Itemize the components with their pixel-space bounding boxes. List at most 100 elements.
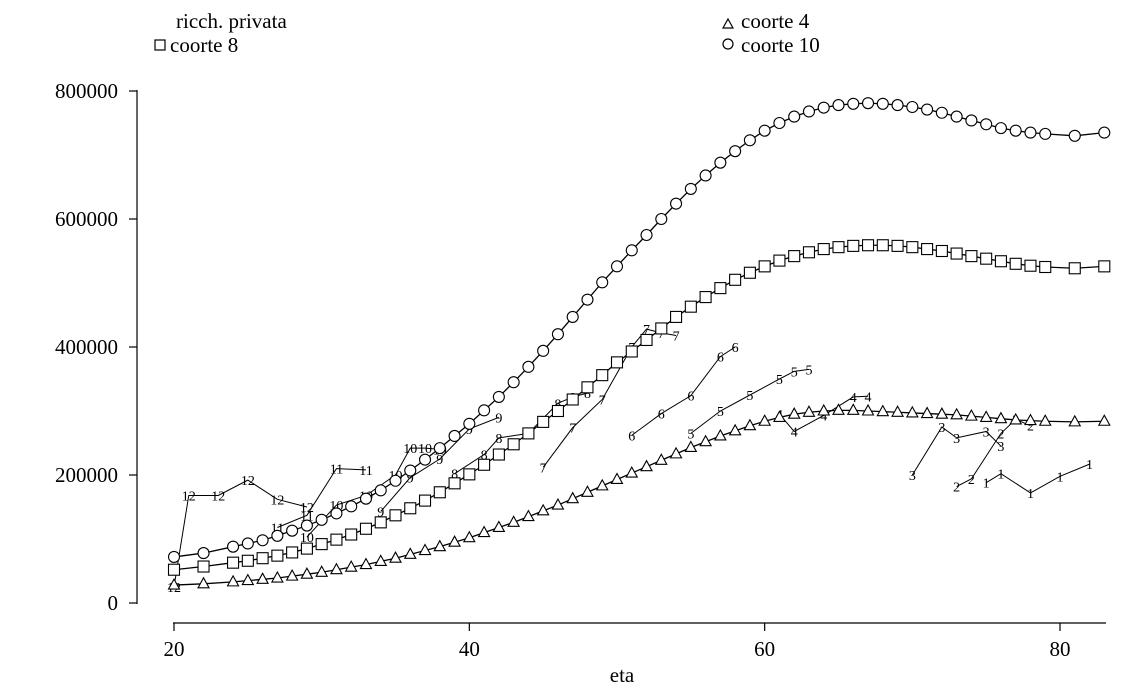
circle-point [699,169,712,182]
square-point [684,300,697,313]
square-point [773,254,786,267]
circle-point [522,360,535,373]
observed-point-label: 12 [182,489,196,504]
circle-point [507,376,520,389]
triangle-point [389,551,402,563]
series-coorte-4 [167,403,1111,590]
circle-point [359,492,373,505]
x-tick-label: 60 [754,637,775,661]
observed-path-line [277,468,366,528]
y-axis-ticks: 0 200000 400000 600000 800000 [55,79,137,615]
circle-point [876,97,889,110]
circle-point [345,500,358,513]
circle-point [950,110,963,123]
triangle-point [1068,414,1082,427]
triangle-point [964,408,978,421]
observed-point-label: 3 [953,432,960,447]
circle-point [448,429,461,443]
triangle-point [787,407,801,419]
square-point [345,528,358,541]
triangle-point [876,404,890,417]
observed-point-label: 5 [687,427,694,442]
circle-point [847,97,860,110]
square-point [670,310,683,323]
triangle-point [905,405,919,418]
triangle-point [197,576,210,589]
observed-point-label: 6 [628,429,635,444]
y-tick-label: 0 [108,591,119,615]
square-point [197,560,210,573]
triangle-point [802,405,816,417]
circle-point [227,540,240,553]
observed-path-line [542,328,677,468]
square-point [788,250,801,263]
x-tick-label: 80 [1050,637,1071,661]
square-point [817,243,830,256]
observed-path-line [631,346,736,436]
triangle-point [418,543,432,556]
square-point [625,345,638,358]
square-point [847,239,860,252]
triangle-point [684,440,698,453]
observed-point-label: 9 [377,505,384,520]
circle-point [788,110,801,123]
observed-point-label: 9 [495,411,502,426]
square-point [891,239,904,252]
circle-point [906,100,919,114]
x-axis-title: eta [610,663,635,687]
circle-point [300,519,313,532]
observed-point-label: 9 [407,472,414,487]
triangle-point [374,554,388,566]
circle-point [891,99,904,112]
observed-point-label: 2 [968,473,975,488]
observed-paths: 1212121212121111111110101010101010999998… [167,323,1093,596]
legend-label-coorte-10: coorte 10 [741,33,820,57]
legend-label-coorte-8: coorte 8 [170,33,238,57]
triangle-point [669,446,683,459]
circle-point [241,537,254,550]
observed-point-label: 1 [1027,487,1034,502]
circle-point [418,453,432,466]
square-point [566,393,579,406]
square-point [1098,260,1111,273]
observed-point-label: 5 [776,373,783,388]
observed-path-line [690,368,810,434]
observed-point-label: 6 [658,408,665,423]
square-point [802,246,816,259]
circle-point [817,101,830,114]
square-point [950,247,963,260]
circle-point [1024,126,1037,139]
triangle-point [226,574,240,587]
square-point [241,554,254,567]
observed-point-label: 1 [1057,470,1064,485]
triangle-point [507,515,521,527]
circle-point [374,484,387,497]
observed-point-label: 12 [270,493,284,508]
triangle-point [300,567,314,579]
legend-square-marker [154,39,166,51]
x-axis-ticks: 20 40 60 80 [164,623,1071,661]
circle-point [256,534,269,547]
observed-point-label: 3 [938,421,945,436]
circle-point [315,513,328,526]
legend-triangle-marker [721,17,735,29]
observed-point-label: 11 [359,464,372,479]
legend-label-coorte-4: coorte 4 [741,9,810,33]
square-point [492,448,505,461]
triangle-point [344,560,358,572]
observed-point-label: 7 [643,323,650,338]
triangle-point [817,403,831,416]
triangle-point [832,403,845,415]
observed-point-label: 2 [1027,420,1034,435]
observed-point-label: 1 [997,468,1004,483]
series-coorte-8 [167,239,1111,576]
square-point [463,468,476,481]
circle-point [625,244,638,257]
circle-point [1098,126,1111,139]
triangle-point [521,509,535,522]
triangle-point [1024,413,1037,426]
circle-point [684,182,697,195]
observed-point-label: 8 [495,432,502,447]
observed-point-label: 7 [569,422,576,437]
circle-point [197,547,210,560]
